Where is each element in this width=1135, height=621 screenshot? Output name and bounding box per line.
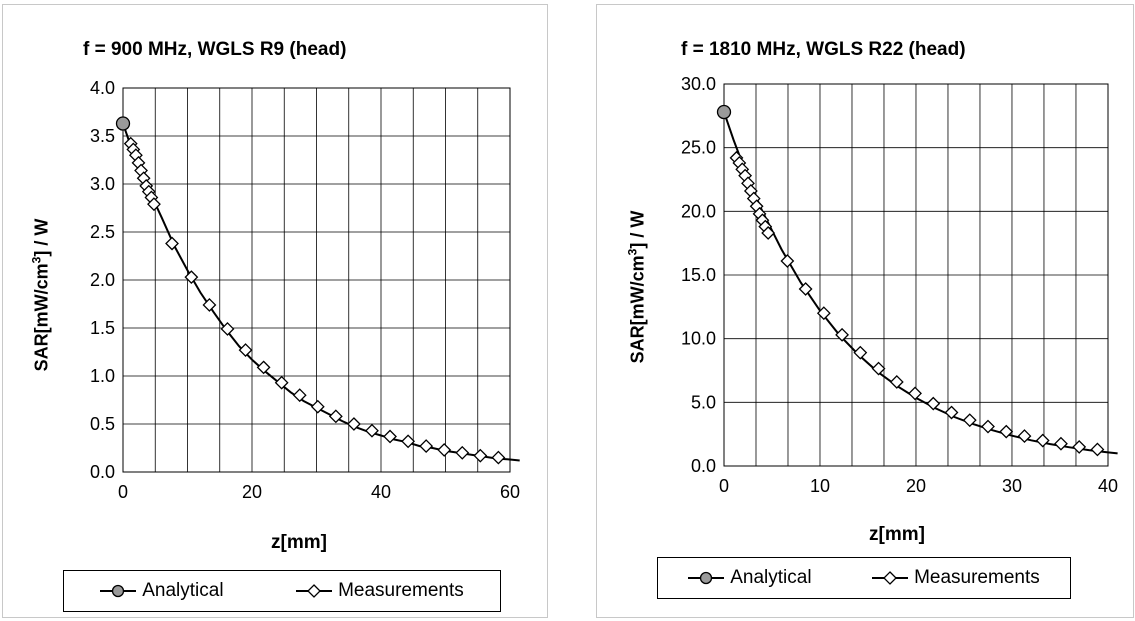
- measurement-point: [871, 361, 886, 376]
- legend-item-measurements: Measurements: [872, 567, 1040, 589]
- legend-item-analytical: Analytical: [688, 567, 812, 589]
- y-tick-label: 30.0: [681, 74, 716, 94]
- measurement-point: [1017, 429, 1032, 443]
- measurement-point: [761, 226, 776, 240]
- x-tick-label: 0: [719, 476, 729, 496]
- y-tick-label: 0.0: [90, 462, 115, 482]
- x-tick-label: 0: [118, 482, 128, 502]
- measurement-point: [798, 282, 813, 296]
- y-tick-label: 5.0: [691, 392, 716, 412]
- measurement-point: [184, 270, 199, 285]
- measurement-point: [780, 254, 795, 268]
- measurement-point: [365, 423, 379, 438]
- measurement-point: [1090, 442, 1105, 457]
- x-tick-label: 10: [810, 476, 830, 496]
- measurement-point: [473, 448, 488, 463]
- legend-item-measurements: Measurements: [296, 580, 464, 602]
- y-tick-label: 2.0: [90, 270, 115, 290]
- measurement-point: [401, 434, 416, 449]
- chart-title-left: f = 900 MHz, WGLS R9 (head): [83, 39, 347, 60]
- y-tick-label: 3.0: [90, 174, 115, 194]
- y-tick-label: 1.0: [90, 366, 115, 386]
- legend-right: Analytical Measurements: [657, 557, 1071, 599]
- x-tick-label: 40: [371, 482, 391, 502]
- analytical-point: [115, 116, 131, 131]
- measurement-point: [165, 236, 179, 251]
- legend-label: Measurements: [338, 580, 464, 601]
- measurement-point: [238, 343, 253, 357]
- y-tick-label: 15.0: [681, 265, 716, 285]
- x-tick-label: 40: [1098, 476, 1118, 496]
- measurement-point: [1035, 433, 1050, 448]
- y-tick-label: 0.0: [691, 456, 716, 476]
- chart-plot-right: 0.0 5.0 10.0 15.0 20.0 25.0 30.0 0 10 20 30 40: [681, 74, 1118, 496]
- chart-plot-left: 0.0 0.5 1.0 1.5 2.0 2.5 3.0 3.5 4.0 0 20 40 60: [90, 78, 520, 502]
- x-axis-label-left: z[mm]: [271, 532, 327, 553]
- y-tick-label: 0.5: [90, 414, 115, 434]
- chart-title-right: f = 1810 MHz, WGLS R22 (head): [681, 39, 966, 60]
- measurement-point: [1054, 436, 1068, 451]
- measurement-point: [1072, 439, 1087, 454]
- y-tick-label: 25.0: [681, 138, 716, 158]
- chart-panel-left: 0.0 0.5 1.0 1.5 2.0 2.5 3.0 3.5 4.0 0 20 40 60 f = 9…: [2, 4, 548, 618]
- measurement-point: [328, 409, 343, 424]
- measurement-point: [853, 345, 868, 360]
- diamond-marker-icon: [872, 571, 909, 585]
- measurement-point: [455, 445, 470, 460]
- measurement-point: [346, 417, 361, 431]
- diamond-marker-icon: [296, 584, 333, 598]
- y-tick-label: 2.5: [90, 222, 115, 242]
- y-tick-label: 1.5: [90, 318, 115, 338]
- measurement-point: [147, 197, 161, 212]
- y-tick-label: 10.0: [681, 329, 716, 349]
- x-tick-label: 20: [242, 482, 262, 502]
- y-tick-label: 3.5: [90, 126, 115, 146]
- legend-label: Analytical: [730, 567, 812, 588]
- measurement-point: [274, 375, 289, 390]
- chart-panel-right: 0.0 5.0 10.0 15.0 20.0 25.0 30.0 0 10 20 30 40 f = …: [596, 4, 1134, 618]
- measurement-point: [437, 443, 452, 457]
- measurement-point: [419, 439, 434, 453]
- measurement-point: [926, 396, 941, 411]
- measurement-point: [310, 399, 325, 414]
- measurement-point: [292, 388, 307, 403]
- x-tick-label: 30: [1002, 476, 1022, 496]
- x-tick-label: 20: [906, 476, 926, 496]
- legend-item-analytical: Analytical: [100, 580, 224, 602]
- legend-label: Measurements: [914, 567, 1040, 588]
- measurement-point: [999, 424, 1014, 439]
- measurement-point: [816, 306, 831, 321]
- measurement-point: [835, 327, 849, 342]
- measurement-point: [981, 419, 995, 434]
- y-tick-label: 20.0: [681, 201, 716, 221]
- measurement-point: [220, 322, 235, 336]
- measurement-point: [383, 429, 397, 444]
- analytical-point: [716, 104, 732, 120]
- measurement-point: [908, 386, 922, 401]
- measurement-point: [202, 298, 217, 312]
- circle-marker-icon: [100, 584, 137, 598]
- legend-label: Analytical: [142, 580, 224, 601]
- measurement-point: [944, 405, 959, 420]
- measurement-point: [889, 375, 904, 389]
- y-axis-label-left: SAR[mW/cm3] / W: [29, 218, 52, 372]
- y-axis-label-right: SAR[mW/cm3] / W: [625, 210, 648, 364]
- x-tick-label: 60: [500, 482, 520, 502]
- y-tick-label: 4.0: [90, 78, 115, 98]
- measurement-point: [962, 413, 977, 428]
- circle-marker-icon: [688, 571, 725, 585]
- measurement-point: [491, 450, 506, 465]
- x-axis-label-right: z[mm]: [869, 524, 925, 545]
- legend-left: Analytical Measurements: [63, 570, 501, 612]
- measurement-point: [256, 360, 271, 375]
